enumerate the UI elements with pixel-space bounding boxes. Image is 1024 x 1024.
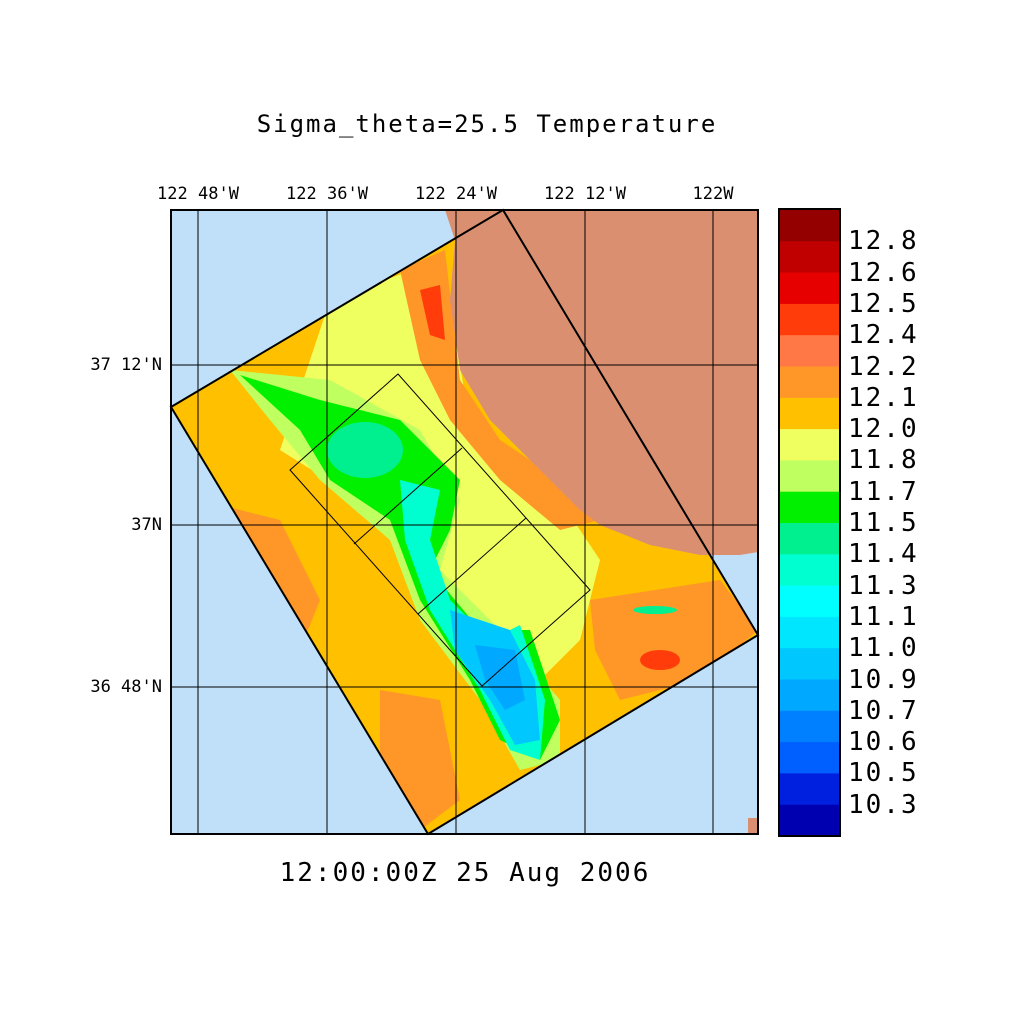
colorbar-label: 12.6	[848, 257, 919, 288]
colorbar-band	[780, 742, 840, 774]
colorbar-label: 12.0	[848, 414, 919, 445]
colorbar-label: 10.6	[848, 727, 919, 758]
colorbar-frame	[778, 208, 841, 837]
colorbar-band	[780, 710, 840, 743]
lon-label: 122 36'W	[286, 184, 368, 204]
colorbar-band	[780, 460, 840, 493]
colorbar-band	[780, 773, 840, 806]
nested-grid-boxes	[289, 373, 591, 687]
colorbar-band	[780, 616, 840, 649]
colorbar-label: 10.7	[848, 695, 919, 726]
colorbar-label: 11.1	[848, 601, 919, 632]
colorbar-band	[780, 397, 840, 430]
colorbar-band	[780, 679, 840, 712]
grid-lines	[171, 210, 758, 834]
plot-title: Sigma_theta=25.5 Temperature	[256, 110, 718, 138]
colorbar-band	[780, 272, 840, 305]
lat-label: 36 48'N	[90, 677, 162, 697]
colorbar-label: 12.2	[848, 351, 919, 382]
lon-label: 122 12'W	[544, 184, 626, 204]
land-mass	[748, 818, 758, 834]
colorbar-band	[780, 210, 840, 242]
lon-label: 122W	[692, 184, 734, 204]
colorbar-band	[780, 804, 840, 837]
colorbar-label: 12.4	[848, 320, 919, 351]
colorbar-band	[780, 335, 840, 367]
colorbar-label: 10.5	[848, 758, 919, 789]
colorbar-band	[780, 585, 840, 618]
colorbar-label: 11.4	[848, 539, 919, 570]
lat-label: 37 12'N	[90, 355, 162, 375]
lon-label: 122 24'W	[415, 184, 497, 204]
lat-label: 37N	[131, 515, 162, 535]
colorbar-label: 12.5	[848, 288, 919, 319]
colorbar-label: 12.1	[848, 382, 919, 413]
colorbar-label: 12.8	[848, 226, 919, 257]
colorbar-label: 11.7	[848, 476, 919, 507]
colorbar-band	[780, 366, 840, 399]
colorbar-band	[780, 429, 840, 461]
colorbar-band	[780, 648, 840, 680]
colorbar-label: 11.3	[848, 570, 919, 601]
lon-label: 122 48'W	[157, 184, 239, 204]
colorbar-label: 11.8	[848, 445, 919, 476]
land-mass	[445, 210, 758, 555]
timestamp-label: 12:00:00Z 25 Aug 2006	[279, 858, 651, 888]
colorbar	[780, 210, 840, 837]
colorbar-band	[780, 523, 840, 555]
colorbar-label: 11.0	[848, 633, 919, 664]
colorbar-label: 10.9	[848, 664, 919, 695]
plot-frame	[170, 209, 759, 835]
colorbar-band	[780, 491, 840, 524]
colorbar-label: 10.3	[848, 789, 919, 820]
colorbar-band	[780, 554, 840, 587]
colorbar-band	[780, 241, 840, 274]
colorbar-band	[780, 303, 840, 336]
colorbar-label: 11.5	[848, 508, 919, 538]
